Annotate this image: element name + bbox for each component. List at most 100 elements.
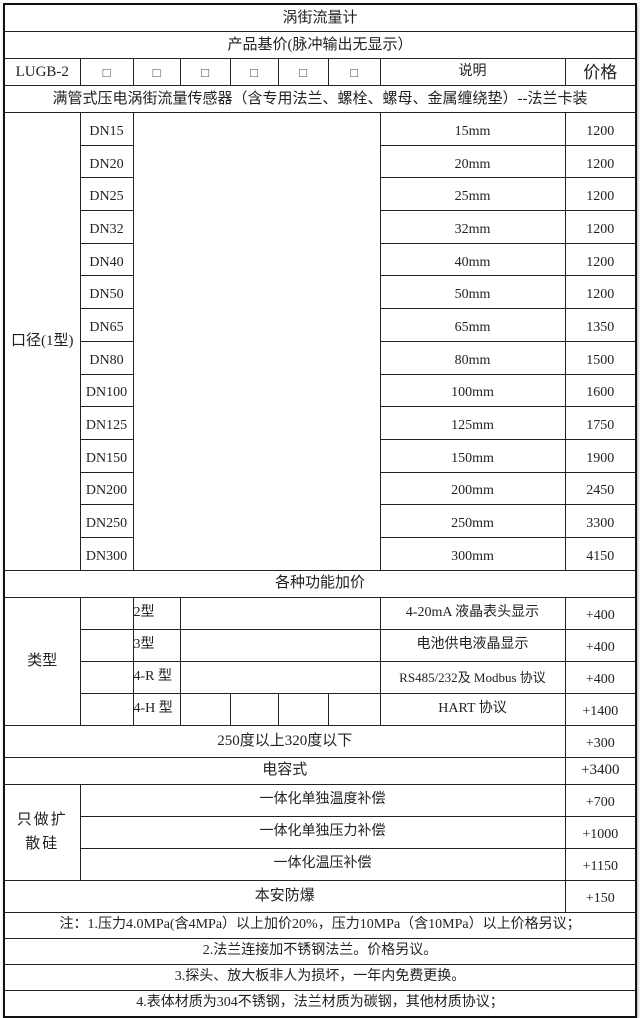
empty-cell [79,628,134,662]
pipe-diameter: 25mm [379,177,566,212]
pipe-diameter: 50mm [379,275,566,310]
caliber-row: DN80 80mm 1500 [4,340,637,375]
note-2: 2.法兰连接加不锈钢法兰。价格另议。 [3,937,637,965]
dn-size: DN300 [79,536,134,571]
pipe-diameter: 40mm [379,242,566,277]
caliber-price: 1200 [564,242,637,277]
caliber-price: 1500 [564,340,637,375]
empty-cell [179,628,381,662]
header-row: LUGB-2 □ □ □ □ □ □ 说明 价格 [3,58,637,86]
dn-size: DN250 [79,504,134,538]
pipe-diameter: 250mm [379,504,566,538]
price-table: 涡街流量计 产品基价(脉冲输出无显示） LUGB-2 □ □ □ □ □ □ 说… [3,3,638,1018]
type-row: 4-H 型 HART 协议 +1400 [4,692,637,726]
caliber-row: DN200 200mm 2450 [4,471,637,506]
table-subtitle: 产品基价(脉冲输出无显示） [3,31,637,59]
type-price: +400 [564,596,637,630]
dn-size: DN15 [79,112,134,146]
empty-cell [277,692,329,726]
caliber-row: DN32 32mm 1200 [4,210,637,244]
silicon-desc: 一体化单独压力补偿 [79,815,566,849]
type-code: 4-H 型 [132,692,181,726]
product-description: 满管式压电涡街流量传感器（含专用法兰、螺栓、螺母、金属缠绕垫）--法兰卡装 [3,85,637,113]
pipe-diameter: 80mm [379,340,566,375]
checkbox-3: □ [179,58,231,86]
silicon-price: +1000 [564,815,637,849]
caliber-row: DN25 25mm 1200 [4,177,637,212]
silicon-price: +700 [564,783,637,817]
dn-size: DN65 [79,308,134,342]
dn-size: DN150 [79,438,134,473]
type-price: +400 [564,628,637,662]
pipe-diameter: 125mm [379,406,566,440]
caliber-row: DN125 125mm 1750 [4,406,637,440]
note-3: 3.探头、放大板非人为损坏，一年内免费更换。 [3,963,637,991]
empty-cell [132,112,381,571]
model-code: LUGB-2 [3,58,81,86]
type-row: 3型 电池供电液晶显示 +400 [4,628,637,662]
pipe-diameter: 200mm [379,471,566,506]
silicon-label: 只做扩散硅 [3,783,81,881]
dn-size: DN32 [79,210,134,244]
caliber-row: DN50 50mm 1200 [4,275,637,310]
caliber-row: DN65 65mm 1350 [4,308,637,342]
pipe-diameter: 65mm [379,308,566,342]
dn-size: DN20 [79,144,134,179]
checkbox-6: □ [327,58,381,86]
capacitive-row: 电容式 +3400 [3,756,637,785]
caliber-price: 1200 [564,210,637,244]
pipe-diameter: 150mm [379,438,566,473]
empty-cell [79,692,134,726]
silicon-desc: 一体化单独温度补偿 [79,783,566,817]
dn-size: DN50 [79,275,134,310]
silicon-desc: 一体化温压补偿 [79,847,566,881]
caliber-price: 1600 [564,373,637,408]
caliber-price: 2450 [564,471,637,506]
caliber-price: 4150 [564,536,637,571]
pipe-diameter: 32mm [379,210,566,244]
explosion-price: +150 [564,879,637,913]
caliber-row: DN150 150mm 1900 [4,438,637,473]
caliber-row: DN20 20mm 1200 [4,144,637,179]
price-header: 价格 [564,58,637,86]
dn-size: DN100 [79,373,134,408]
pipe-diameter: 300mm [379,536,566,571]
dn-size: DN125 [79,406,134,440]
type-desc: RS485/232及 Modbus 协议 [379,660,566,694]
type-desc: 电池供电液晶显示 [379,628,566,662]
empty-cell [179,596,381,630]
type-row: 类型 2型 4-20mA 液晶表头显示 +400 [3,596,637,726]
silicon-row: 一体化单独压力补偿 +1000 [4,815,637,849]
silicon-row: 只做扩散硅 一体化单独温度补偿 +700 [3,783,637,881]
dn-size: DN40 [79,242,134,277]
checkbox-2: □ [132,58,181,86]
type-label: 类型 [3,596,81,726]
dn-size: DN80 [79,340,134,375]
type-code: 3型 [132,628,181,662]
caliber-row: DN100 100mm 1600 [4,373,637,408]
temp-desc: 250度以上320度以下 [3,724,566,758]
type-code: 2型 [132,596,181,630]
type-row: 4-R 型 RS485/232及 Modbus 协议 +400 [4,660,637,694]
caliber-price: 3300 [564,504,637,538]
empty-cell [79,660,134,694]
pipe-diameter: 15mm [379,112,566,146]
functions-title: 各种功能加价 [3,569,637,598]
caliber-row: DN40 40mm 1200 [4,242,637,277]
caliber-price: 1200 [564,112,637,146]
temp-row: 250度以上320度以下 +300 [3,724,637,758]
explosion-desc: 本安防爆 [3,879,566,913]
empty-cell [179,692,231,726]
type-desc: HART 协议 [379,692,566,726]
pipe-diameter: 20mm [379,144,566,179]
silicon-price: +1150 [564,847,637,881]
temp-price: +300 [564,724,637,758]
empty-cell [327,692,381,726]
price-table-container: 涡街流量计 产品基价(脉冲输出无显示） LUGB-2 □ □ □ □ □ □ 说… [3,3,638,1018]
caliber-price: 1350 [564,308,637,342]
caliber-price: 1900 [564,438,637,473]
explosion-row: 本安防爆 +150 [3,879,637,913]
dn-size: DN25 [79,177,134,212]
capacitive-price: +3400 [564,756,637,785]
desc-header: 说明 [379,58,566,86]
